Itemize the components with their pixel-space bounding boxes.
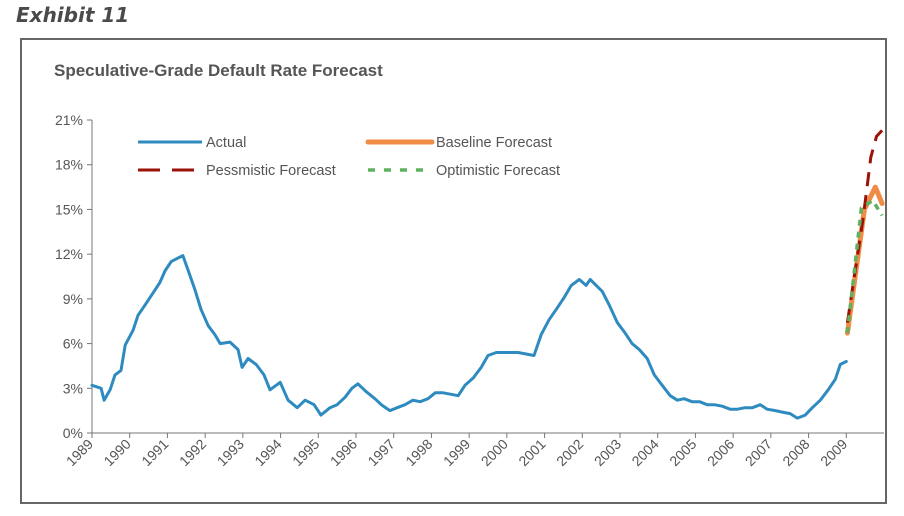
x-tick-label: 2000	[478, 436, 511, 469]
chart-frame	[20, 38, 887, 504]
x-tick-label: 2003	[591, 436, 624, 469]
x-tick-label: 2007	[742, 436, 775, 469]
x-tick-label: 2008	[779, 436, 812, 469]
legend-label: Baseline Forecast	[436, 135, 552, 151]
x-tick-label: 1992	[176, 436, 209, 469]
x-tick-label: 1998	[402, 436, 435, 469]
x-tick-label: 1999	[440, 436, 473, 469]
legend-label: Actual	[206, 135, 246, 151]
y-tick-label: 6%	[63, 336, 83, 352]
y-tick-label: 15%	[55, 201, 83, 217]
x-tick-label: 1994	[251, 436, 284, 469]
exhibit-label: Exhibit 11	[16, 3, 130, 27]
y-tick-label: 0%	[63, 425, 83, 441]
y-tick-label: 3%	[63, 380, 83, 396]
x-tick-label: 2002	[553, 436, 586, 469]
chart-title: Speculative-Grade Default Rate Forecast	[54, 61, 383, 80]
y-tick-label: 18%	[55, 157, 83, 173]
x-tick-label: 1993	[214, 436, 247, 469]
y-tick-label: 21%	[55, 112, 83, 128]
x-tick-label: 2009	[817, 436, 850, 469]
x-tick-label: 1991	[138, 436, 171, 469]
legend-label: Pessmistic Forecast	[206, 163, 336, 179]
x-tick-label: 1997	[364, 436, 397, 469]
y-tick-label: 12%	[55, 246, 83, 262]
series-line-optimistic-forecast	[845, 198, 884, 334]
x-tick-label: 2004	[628, 436, 661, 469]
x-tick-label: 1996	[327, 436, 360, 469]
x-tick-label: 1995	[289, 436, 322, 469]
x-tick-label: 2006	[704, 436, 737, 469]
series-line-actual	[90, 254, 848, 420]
x-tick-label: 2001	[515, 436, 548, 469]
legend-label: Optimistic Forecast	[436, 163, 560, 179]
series-line-pessmistic-forecast	[845, 129, 884, 323]
y-tick-label: 9%	[63, 291, 83, 307]
x-tick-label: 2005	[666, 436, 699, 469]
x-tick-label: 1990	[100, 436, 133, 469]
